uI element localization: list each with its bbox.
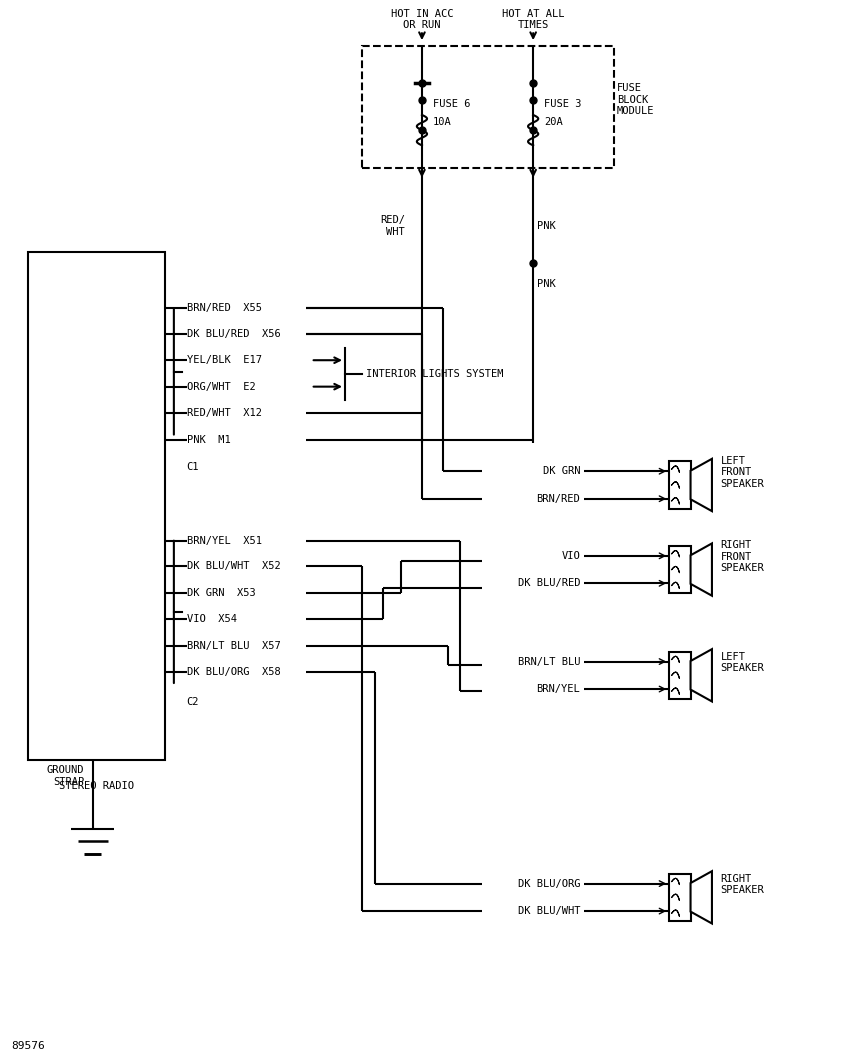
Bar xyxy=(669,546,691,594)
Text: HOT AT ALL
TIMES: HOT AT ALL TIMES xyxy=(502,9,565,31)
Text: DK BLU/RED  X56: DK BLU/RED X56 xyxy=(187,329,281,338)
Text: DK BLU/RED: DK BLU/RED xyxy=(517,579,580,588)
Text: PNK  M1: PNK M1 xyxy=(187,434,231,445)
Text: BRN/YEL: BRN/YEL xyxy=(536,684,580,694)
Bar xyxy=(28,252,165,760)
Text: C2: C2 xyxy=(187,697,199,706)
Text: FUSE 6: FUSE 6 xyxy=(433,99,471,110)
Text: YEL/BLK  E17: YEL/BLK E17 xyxy=(187,355,262,365)
Text: VIO  X54: VIO X54 xyxy=(187,614,237,625)
Text: RIGHT
FRONT
SPEAKER: RIGHT FRONT SPEAKER xyxy=(721,541,765,573)
Text: DK GRN  X53: DK GRN X53 xyxy=(187,587,256,598)
Bar xyxy=(362,46,615,168)
Text: ORG/WHT  E2: ORG/WHT E2 xyxy=(187,382,256,392)
Text: C1: C1 xyxy=(187,462,199,472)
Text: BRN/LT BLU: BRN/LT BLU xyxy=(517,656,580,666)
Text: PNK: PNK xyxy=(537,221,556,231)
Text: RIGHT
SPEAKER: RIGHT SPEAKER xyxy=(721,874,765,896)
Text: HOT IN ACC
OR RUN: HOT IN ACC OR RUN xyxy=(391,9,453,31)
Bar xyxy=(669,874,691,921)
Text: DK BLU/WHT: DK BLU/WHT xyxy=(517,907,580,916)
Bar xyxy=(669,461,691,509)
Text: BRN/RED: BRN/RED xyxy=(536,494,580,503)
Text: BRN/LT BLU  X57: BRN/LT BLU X57 xyxy=(187,641,281,651)
Bar xyxy=(669,651,691,699)
Text: DK GRN: DK GRN xyxy=(542,466,580,477)
Polygon shape xyxy=(691,649,712,701)
Text: LEFT
FRONT
SPEAKER: LEFT FRONT SPEAKER xyxy=(721,455,765,488)
Text: LEFT
SPEAKER: LEFT SPEAKER xyxy=(721,652,765,674)
Text: VIO: VIO xyxy=(561,551,580,561)
Text: 10A: 10A xyxy=(433,117,452,128)
Text: DK BLU/ORG  X58: DK BLU/ORG X58 xyxy=(187,667,281,677)
Text: BRN/YEL  X51: BRN/YEL X51 xyxy=(187,536,262,546)
Text: DK BLU/ORG: DK BLU/ORG xyxy=(517,879,580,888)
Polygon shape xyxy=(691,544,712,596)
Text: DK BLU/WHT  X52: DK BLU/WHT X52 xyxy=(187,562,281,571)
Text: 20A: 20A xyxy=(544,117,563,128)
Text: FUSE
BLOCK
MODULE: FUSE BLOCK MODULE xyxy=(617,83,654,116)
Text: STEREO RADIO: STEREO RADIO xyxy=(59,781,134,791)
Text: INTERIOR LIGHTS SYSTEM: INTERIOR LIGHTS SYSTEM xyxy=(366,369,504,379)
Text: FUSE 3: FUSE 3 xyxy=(544,99,582,110)
Text: RED/WHT  X12: RED/WHT X12 xyxy=(187,409,262,418)
Text: BRN/RED  X55: BRN/RED X55 xyxy=(187,303,262,314)
Polygon shape xyxy=(691,459,712,511)
Text: RED/
WHT: RED/ WHT xyxy=(380,215,405,236)
Text: 89576: 89576 xyxy=(11,1041,45,1050)
Text: PNK: PNK xyxy=(537,279,556,289)
Text: GROUND
STRAP: GROUND STRAP xyxy=(46,765,84,786)
Polygon shape xyxy=(691,871,712,924)
